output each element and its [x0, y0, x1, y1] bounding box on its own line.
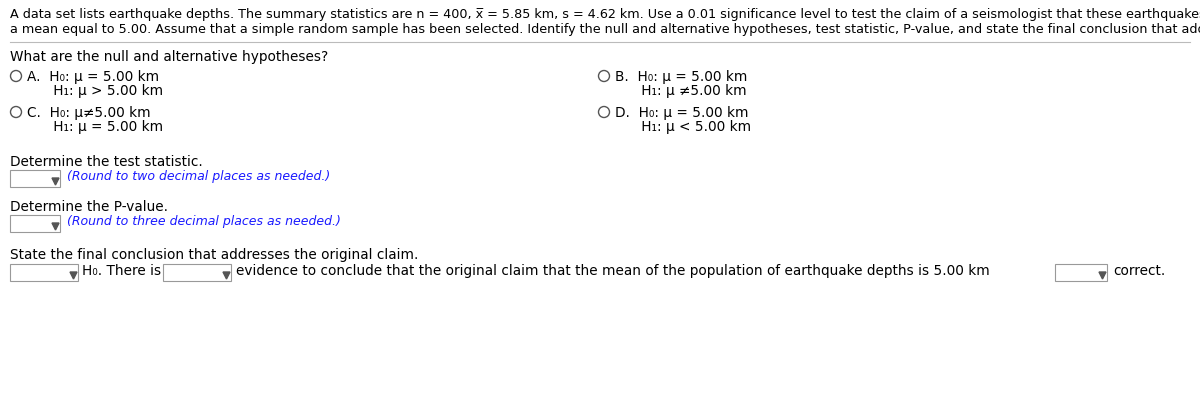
Polygon shape: [52, 223, 59, 230]
FancyBboxPatch shape: [163, 264, 230, 281]
Text: What are the null and alternative hypotheses?: What are the null and alternative hypoth…: [10, 50, 329, 64]
Text: (Round to three decimal places as needed.): (Round to three decimal places as needed…: [67, 215, 341, 228]
Text: C.  H₀: μ≠5.00 km: C. H₀: μ≠5.00 km: [28, 106, 151, 120]
Text: B.  H₀: μ = 5.00 km: B. H₀: μ = 5.00 km: [616, 70, 748, 84]
Polygon shape: [52, 178, 59, 185]
Text: H₁: μ < 5.00 km: H₁: μ < 5.00 km: [616, 120, 751, 134]
FancyBboxPatch shape: [10, 215, 60, 232]
FancyBboxPatch shape: [10, 264, 78, 281]
Text: a mean equal to 5.00. Assume that a simple random sample has been selected. Iden: a mean equal to 5.00. Assume that a simp…: [10, 23, 1200, 36]
FancyBboxPatch shape: [1055, 264, 1108, 281]
Text: A.  H₀: μ = 5.00 km: A. H₀: μ = 5.00 km: [28, 70, 160, 84]
FancyBboxPatch shape: [10, 170, 60, 187]
Text: evidence to conclude that the original claim that the mean of the population of : evidence to conclude that the original c…: [236, 264, 990, 278]
Text: H₁: μ = 5.00 km: H₁: μ = 5.00 km: [28, 120, 163, 134]
Text: (Round to two decimal places as needed.): (Round to two decimal places as needed.): [67, 170, 330, 183]
Polygon shape: [1099, 272, 1106, 279]
Text: D.  H₀: μ = 5.00 km: D. H₀: μ = 5.00 km: [616, 106, 749, 120]
Text: correct.: correct.: [1114, 264, 1165, 278]
Polygon shape: [70, 272, 77, 279]
Text: Determine the P-value.: Determine the P-value.: [10, 200, 168, 214]
Polygon shape: [223, 272, 230, 279]
Text: H₀. There is: H₀. There is: [82, 264, 161, 278]
Text: A data set lists earthquake depths. The summary statistics are n = 400, x̅ = 5.8: A data set lists earthquake depths. The …: [10, 8, 1200, 21]
Text: H₁: μ > 5.00 km: H₁: μ > 5.00 km: [28, 84, 163, 98]
Text: State the final conclusion that addresses the original claim.: State the final conclusion that addresse…: [10, 248, 419, 262]
Text: Determine the test statistic.: Determine the test statistic.: [10, 155, 203, 169]
Text: H₁: μ ≠5.00 km: H₁: μ ≠5.00 km: [616, 84, 746, 98]
